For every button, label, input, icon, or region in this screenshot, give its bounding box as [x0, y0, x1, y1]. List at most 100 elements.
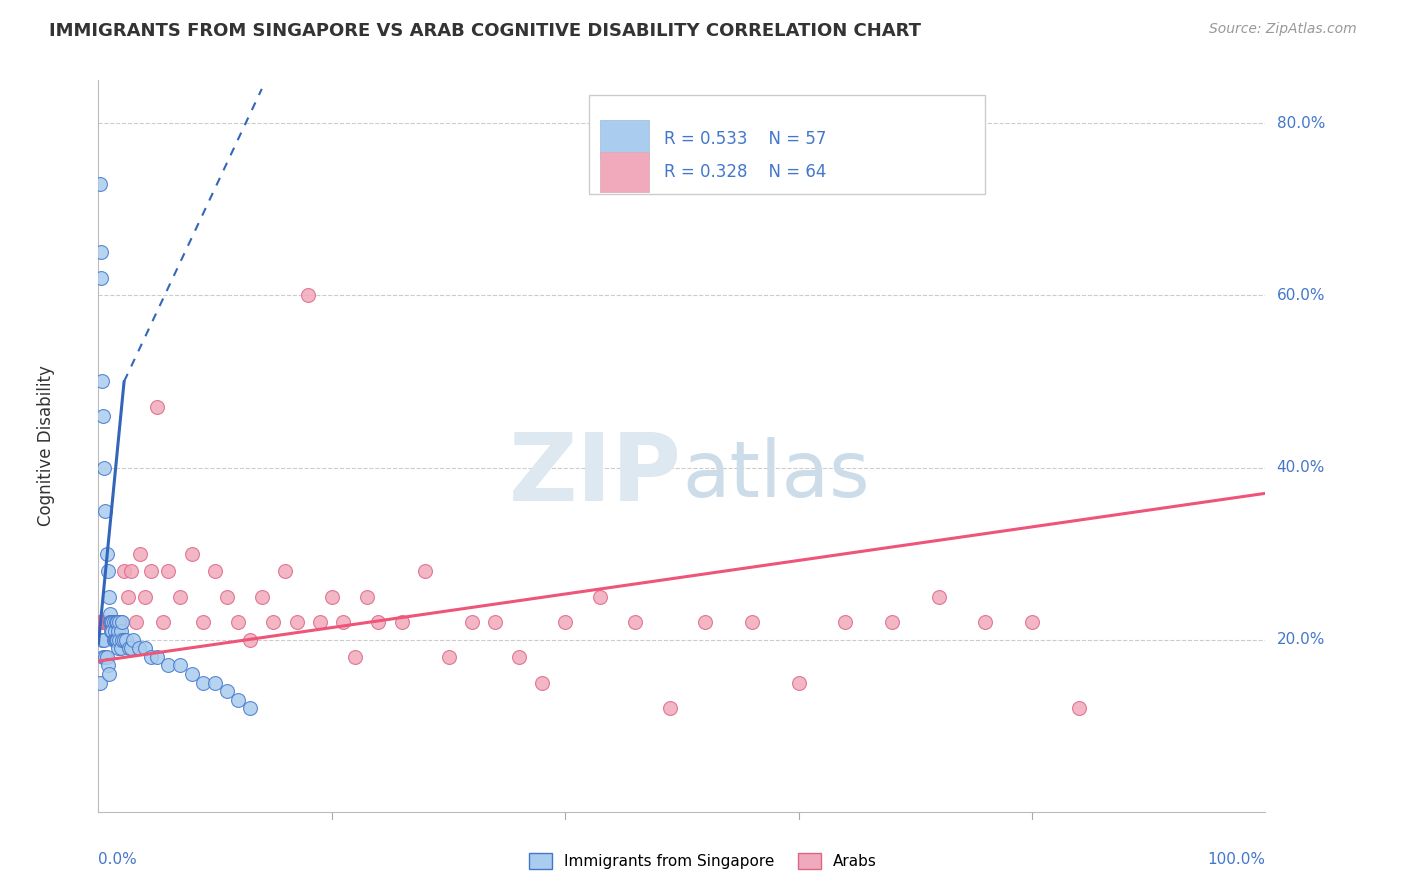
Point — [367, 615, 389, 630]
Point — [589, 590, 612, 604]
Point — [97, 667, 120, 681]
Point — [321, 590, 343, 604]
Point — [834, 615, 856, 630]
Point — [111, 632, 134, 647]
Point — [117, 590, 139, 604]
Point — [1067, 701, 1090, 715]
Point — [90, 271, 112, 285]
Point — [129, 547, 152, 561]
Point — [104, 632, 127, 647]
Point — [128, 641, 150, 656]
Point — [125, 615, 148, 630]
Legend: Immigrants from Singapore, Arabs: Immigrants from Singapore, Arabs — [523, 847, 883, 875]
Point — [100, 624, 122, 638]
Point — [90, 632, 112, 647]
Text: 40.0%: 40.0% — [1277, 460, 1324, 475]
Point — [98, 615, 121, 630]
Point — [89, 177, 111, 191]
Point — [90, 615, 112, 630]
Point — [204, 675, 226, 690]
Point — [332, 615, 354, 630]
FancyBboxPatch shape — [600, 120, 650, 159]
Point — [96, 547, 118, 561]
Point — [110, 641, 132, 656]
Text: ZIP: ZIP — [509, 429, 682, 521]
Point — [250, 590, 273, 604]
Point — [93, 615, 115, 630]
Point — [93, 460, 115, 475]
Point — [104, 615, 127, 630]
Point — [193, 675, 215, 690]
Point — [180, 547, 202, 561]
Point — [104, 624, 127, 638]
Point — [554, 615, 576, 630]
Text: 0.0%: 0.0% — [98, 852, 138, 867]
Point — [157, 564, 180, 578]
Point — [110, 624, 132, 638]
Point — [96, 649, 118, 664]
Point — [1021, 615, 1043, 630]
Text: Cognitive Disability: Cognitive Disability — [37, 366, 55, 526]
Point — [508, 649, 530, 664]
Point — [101, 624, 124, 638]
Text: 100.0%: 100.0% — [1208, 852, 1265, 867]
Point — [91, 409, 114, 423]
FancyBboxPatch shape — [600, 153, 650, 192]
Point — [928, 590, 950, 604]
Point — [94, 503, 117, 517]
Point — [101, 615, 124, 630]
Point — [262, 615, 284, 630]
Point — [107, 615, 129, 630]
Point — [110, 615, 132, 630]
Point — [297, 288, 319, 302]
Point — [285, 615, 308, 630]
Point — [152, 615, 174, 630]
Text: 20.0%: 20.0% — [1277, 632, 1324, 647]
Point — [344, 649, 367, 664]
Point — [98, 607, 121, 621]
Point — [437, 649, 460, 664]
Point — [274, 564, 297, 578]
Point — [115, 632, 138, 647]
Point — [741, 615, 763, 630]
Point — [134, 590, 156, 604]
Point — [228, 693, 250, 707]
Point — [134, 641, 156, 656]
Point — [974, 615, 997, 630]
Point — [391, 615, 413, 630]
Point — [103, 615, 125, 630]
Point — [100, 615, 122, 630]
Point — [97, 615, 120, 630]
Text: Source: ZipAtlas.com: Source: ZipAtlas.com — [1209, 22, 1357, 37]
Point — [104, 632, 127, 647]
Point — [101, 615, 124, 630]
Point — [180, 667, 202, 681]
Point — [94, 615, 117, 630]
Point — [413, 564, 436, 578]
Point — [96, 615, 118, 630]
Point — [112, 632, 135, 647]
Point — [112, 564, 135, 578]
Point — [107, 641, 129, 656]
Point — [139, 564, 162, 578]
Text: R = 0.533    N = 57: R = 0.533 N = 57 — [665, 130, 827, 148]
Point — [169, 658, 191, 673]
Point — [108, 632, 131, 647]
Point — [103, 632, 125, 647]
Point — [97, 615, 120, 630]
Point — [93, 632, 115, 647]
Point — [157, 658, 180, 673]
Point — [105, 615, 128, 630]
Point — [104, 615, 127, 630]
Point — [97, 564, 120, 578]
Point — [94, 649, 117, 664]
Text: 60.0%: 60.0% — [1277, 288, 1324, 303]
Point — [169, 590, 191, 604]
FancyBboxPatch shape — [589, 95, 986, 194]
Text: IMMIGRANTS FROM SINGAPORE VS ARAB COGNITIVE DISABILITY CORRELATION CHART: IMMIGRANTS FROM SINGAPORE VS ARAB COGNIT… — [49, 22, 921, 40]
Point — [122, 632, 145, 647]
Point — [90, 245, 112, 260]
Point — [228, 615, 250, 630]
Point — [787, 675, 810, 690]
Point — [97, 590, 120, 604]
